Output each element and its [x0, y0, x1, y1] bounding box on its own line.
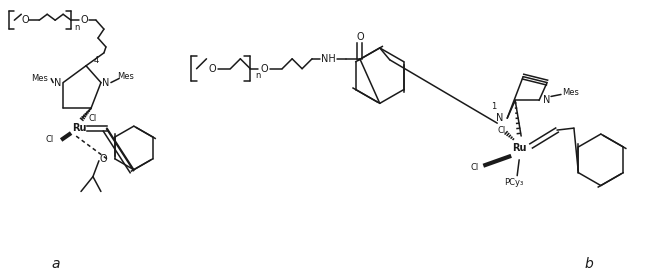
Text: N: N [55, 78, 62, 88]
Text: Mes: Mes [117, 72, 134, 81]
Text: O: O [21, 15, 29, 25]
Text: Ru: Ru [72, 123, 86, 133]
Text: O: O [209, 64, 216, 74]
Text: NH: NH [321, 54, 336, 64]
Text: n: n [256, 71, 261, 80]
Text: Mes: Mes [563, 88, 580, 97]
Text: 1: 1 [491, 102, 496, 111]
Text: N: N [496, 113, 503, 123]
Text: Cl: Cl [45, 136, 53, 145]
Text: Ru: Ru [512, 143, 526, 153]
Text: O: O [356, 32, 363, 42]
Text: O: O [260, 64, 268, 74]
Text: N: N [103, 78, 110, 88]
Text: 4: 4 [93, 56, 99, 65]
Text: O: O [80, 15, 88, 25]
Text: b: b [585, 257, 593, 271]
Text: Cl: Cl [471, 163, 478, 172]
Text: Mes: Mes [31, 74, 47, 83]
Text: Cl: Cl [89, 114, 97, 123]
Text: Cl: Cl [497, 126, 506, 134]
Text: a: a [52, 257, 60, 271]
Text: O: O [99, 154, 106, 164]
Text: PCy₃: PCy₃ [504, 178, 524, 187]
Text: n: n [75, 23, 80, 32]
Text: N: N [543, 95, 551, 105]
